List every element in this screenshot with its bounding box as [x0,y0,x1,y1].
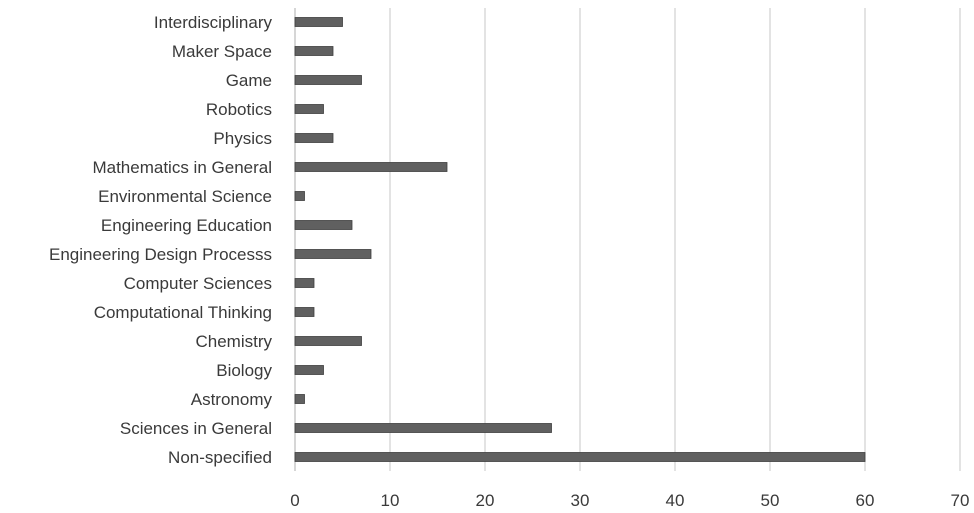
category-label: Physics [213,129,272,148]
bar [294,220,353,230]
bar [294,452,866,462]
x-tick-label: 10 [381,491,400,510]
bar [294,104,324,114]
bar [294,249,372,259]
category-labels: Interdisciplinary Maker Space Game Robotics… [49,13,273,467]
grid-layer [294,8,961,471]
bar [294,336,362,346]
bar [294,133,334,143]
category-label: Biology [216,361,272,380]
x-tick-label: 30 [571,491,590,510]
category-label: Environmental Science [98,187,272,206]
bar [294,75,362,85]
category-label: Non-specified [168,448,272,467]
x-tick-label: 0 [290,491,299,510]
bars-layer [294,17,866,462]
x-tick-label: 50 [761,491,780,510]
category-label: Engineering Education [101,216,272,235]
category-label: Game [226,71,272,90]
bar [294,17,343,27]
bar [294,423,552,433]
category-label: Interdisciplinary [154,13,273,32]
bar [294,365,324,375]
category-label: Computer Sciences [124,274,272,293]
x-tick-label: 60 [856,491,875,510]
bar [294,191,305,201]
bar [294,394,305,404]
bar [294,278,315,288]
x-tick-label: 70 [951,491,970,510]
x-tick-labels: 0 10 20 30 40 50 60 70 [290,491,969,510]
category-label: Robotics [206,100,272,119]
x-tick-label: 40 [666,491,685,510]
category-label: Mathematics in General [92,158,272,177]
bar [294,46,334,56]
category-label: Chemistry [195,332,272,351]
x-tick-label: 20 [476,491,495,510]
bar [294,162,448,172]
category-label: Maker Space [172,42,272,61]
category-label: Sciences in General [120,419,272,438]
category-label: Astronomy [191,390,273,409]
category-label: Computational Thinking [94,303,272,322]
bar [294,307,315,317]
category-label: Engineering Design Processs [49,245,272,264]
